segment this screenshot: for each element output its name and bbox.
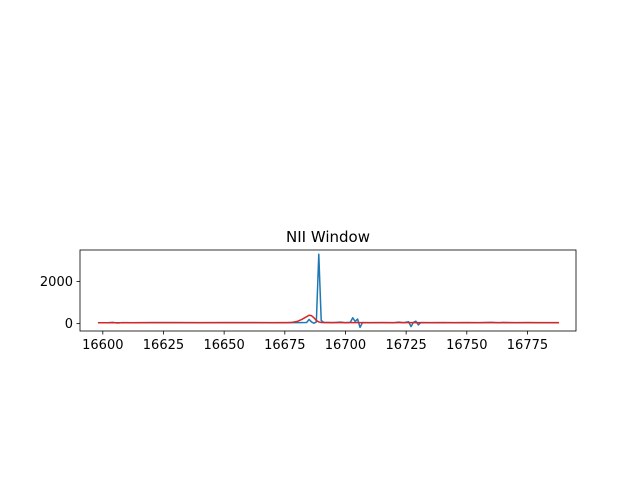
x-tick-label: 16750 xyxy=(446,338,487,353)
x-tick-label: 16725 xyxy=(385,338,426,353)
x-tick-label: 16650 xyxy=(203,338,244,353)
x-tick-label: 16700 xyxy=(325,338,366,353)
x-tick-label: 16675 xyxy=(264,338,305,353)
y-tick-label: 2000 xyxy=(40,275,73,290)
axes-frame xyxy=(79,249,577,332)
y-tick-label: 0 xyxy=(65,317,73,332)
x-tick-label: 16600 xyxy=(82,338,123,353)
series-line-2 xyxy=(97,314,560,324)
plot-area: 16600 16625 16650 16675 16700 16725 16750 16775… xyxy=(40,249,577,353)
x-tick-label: 16775 xyxy=(507,338,548,353)
x-tick-label: 16625 xyxy=(143,338,184,353)
chart-title: NII Window xyxy=(286,228,370,246)
